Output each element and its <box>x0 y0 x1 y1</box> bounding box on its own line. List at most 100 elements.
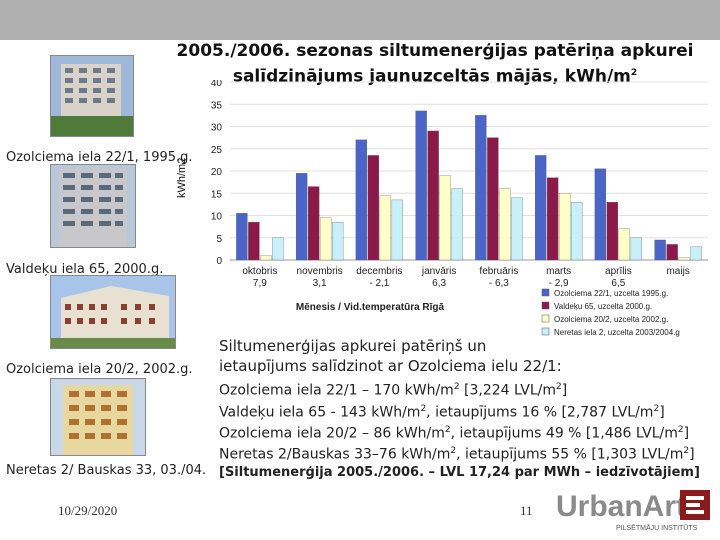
bar <box>546 177 559 261</box>
y-tick-label: 15 <box>211 189 223 200</box>
x-tick-label: decembris <box>356 266 402 277</box>
bar <box>690 246 702 261</box>
legend-label: Valdeķu 65, uzcelta 2000.g. <box>554 302 652 311</box>
title-sup: 2 <box>630 68 638 78</box>
info-line-4-sup: 2 <box>450 446 457 456</box>
bar <box>558 193 571 261</box>
bar <box>606 202 619 261</box>
info-note: [Siltumenerģija 2005./2006. – LVL 17,24 … <box>219 465 700 480</box>
y-tick-label: 25 <box>211 145 223 156</box>
legend-label: Ozolciema 22/1, uzcelta 1995.g. <box>554 289 668 298</box>
info-line-4-b: , ietaupījums 55 % [1,303 LVL/m <box>456 446 684 463</box>
temperature-label: 6,5 <box>611 278 625 289</box>
y-tick-label: 20 <box>211 167 223 178</box>
y-axis-label: kWh/m2 <box>176 157 188 198</box>
bar <box>439 175 451 261</box>
bar <box>511 197 523 261</box>
legend-label: Neretas iela 2, uzcelta 2003/2004.g <box>554 328 680 337</box>
info-line-1-b: [3,224 LVL/m <box>459 382 556 399</box>
y-tick-label: 40 <box>211 80 223 89</box>
bar <box>379 195 392 261</box>
legend-swatch <box>541 314 550 323</box>
info-line-1-a: Ozolciema iela 22/1 – 170 kWh/m <box>219 382 454 399</box>
photo-caption-3: Ozolciema iela 20/2, 2002.g. <box>6 362 193 377</box>
info-line-3-sup-2: 2 <box>677 425 684 435</box>
info-line-3-a: Ozolciema iela 20/2 – 86 kWh/m <box>219 425 445 442</box>
bar <box>427 130 439 261</box>
legend-label: Ozolciema 20/2, uzcelta 2002.g. <box>554 315 668 324</box>
info-line-3-sup: 2 <box>444 425 451 435</box>
bar <box>355 139 368 261</box>
y-tick-label: 0 <box>216 256 222 267</box>
building-photo-3 <box>50 275 176 349</box>
info-line-2-c: ] <box>659 404 665 421</box>
bar <box>319 217 332 261</box>
info-line-2-sup-2: 2 <box>653 404 660 414</box>
bar <box>654 239 666 261</box>
legend-swatch <box>541 301 550 310</box>
bar <box>534 155 547 261</box>
page-number: 11 <box>520 503 533 518</box>
info-line-1-sup: 2 <box>453 382 460 392</box>
info-line-4-c: ] <box>689 446 695 463</box>
svg-text:UrbanArt: UrbanArt <box>556 490 686 523</box>
temperature-label: - 6,3 <box>489 278 509 289</box>
title-line-1: 2005./2006. sezonas siltumenerģijas patē… <box>176 41 694 61</box>
svg-text:PILSĒTMĀJU INSTITŪTS: PILSĒTMĀJU INSTITŪTS <box>616 524 698 532</box>
x-tick-label: marts <box>546 266 571 277</box>
bar <box>260 255 272 261</box>
y-tick-label: 10 <box>211 212 223 223</box>
y-tick-label: 35 <box>211 100 223 111</box>
info-line-2-sup: 2 <box>420 404 427 414</box>
temperature-label: 7,9 <box>253 278 267 289</box>
bar <box>475 115 487 261</box>
x-tick-label: oktobris <box>242 266 277 277</box>
legend-swatch <box>541 288 550 297</box>
bar <box>295 173 308 261</box>
photo-caption-4: Neretas 2/ Bauskas 33, 03./04. <box>6 463 207 478</box>
bar <box>487 137 499 261</box>
info-line-2-a: Valdeķu iela 65 - 143 kWh/m <box>219 404 421 421</box>
info-line-4-a: Neretas 2/Bauskas 33–76 kWh/m <box>219 446 451 463</box>
bar <box>367 155 380 261</box>
x-tick-label: janvāris <box>421 266 456 277</box>
temperature-label: - 2,1 <box>369 278 389 289</box>
photo-caption-1: Ozolciema iela 22/1, 1995.g. <box>6 150 193 165</box>
temperature-label: - 2,9 <box>549 278 569 289</box>
info-line-2: Valdeķu iela 65 - 143 kWh/m2, ietaupījum… <box>219 399 665 424</box>
bar <box>630 237 643 261</box>
info-line-4: Neretas 2/Bauskas 33–76 kWh/m2, ietaupīj… <box>219 441 695 466</box>
info-line-1-sup-2: 2 <box>555 382 562 392</box>
bar <box>451 188 463 261</box>
bar <box>678 257 690 261</box>
y-tick-label: 30 <box>211 123 223 134</box>
bar <box>570 202 583 261</box>
x-tick-label: maijs <box>666 266 689 277</box>
photo-caption-2: Valdeķu iela 65, 2000.g. <box>6 262 164 277</box>
x-tick-label: novembris <box>297 266 343 277</box>
bar <box>594 168 607 261</box>
bar <box>272 237 284 261</box>
top-bar <box>0 0 720 40</box>
y-tick-label: 5 <box>216 234 222 245</box>
bar <box>331 222 344 261</box>
x-tick-label: aprīlis <box>605 266 632 277</box>
building-photo-1 <box>50 55 134 137</box>
bar <box>236 213 248 261</box>
info-line-3-b: , ietaupījums 49 % [1,486 LVL/m <box>450 425 678 442</box>
x-tick-label: februāris <box>479 266 518 277</box>
info-line-4-sup-2: 2 <box>683 446 690 456</box>
legend-swatch <box>541 327 550 336</box>
info-line-1: Ozolciema iela 22/1 – 170 kWh/m2 [3,224 … <box>219 377 567 402</box>
info-line-3: Ozolciema iela 20/2 – 86 kWh/m2, ietaupī… <box>219 420 689 445</box>
info-line-1-c: ] <box>561 382 568 399</box>
urbanart-logo: UrbanArt PILSĒTMĀJU INSTITŪTS <box>556 484 716 534</box>
bar <box>248 222 260 261</box>
bar <box>391 199 404 261</box>
temperature-label: 6,3 <box>432 278 446 289</box>
bar <box>499 188 511 261</box>
temperature-label: 3,1 <box>313 278 327 289</box>
info-line-2-b: , ietaupījums 16 % [2,787 LVL/m <box>426 404 654 421</box>
bar <box>618 228 631 261</box>
